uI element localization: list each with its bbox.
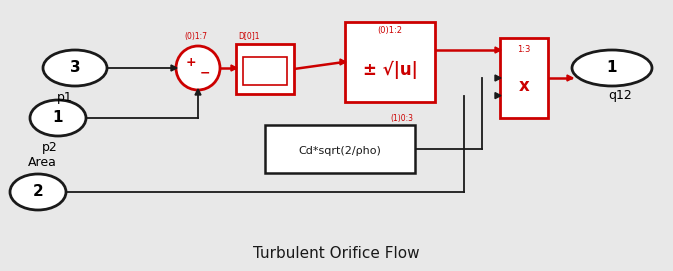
Polygon shape: [231, 65, 237, 71]
Text: 1: 1: [607, 60, 617, 76]
Text: 1:3: 1:3: [518, 46, 531, 54]
Text: −: −: [200, 66, 210, 79]
Ellipse shape: [10, 174, 66, 210]
Polygon shape: [495, 75, 501, 81]
Polygon shape: [567, 75, 573, 81]
Polygon shape: [495, 47, 501, 53]
Bar: [265, 125, 415, 173]
Bar: [345, 22, 435, 102]
Bar: [243, 57, 287, 85]
Text: (0)1:2: (0)1:2: [378, 25, 402, 34]
Text: 3: 3: [70, 60, 80, 76]
Text: (1)0:3: (1)0:3: [390, 114, 413, 123]
Polygon shape: [171, 65, 177, 71]
Text: ± √|u|: ± √|u|: [363, 61, 417, 79]
Text: q12: q12: [608, 89, 632, 102]
Text: Turbulent Orifice Flow: Turbulent Orifice Flow: [253, 246, 420, 260]
Text: x: x: [519, 77, 530, 95]
Text: p2: p2: [42, 141, 58, 154]
Text: p1: p1: [57, 92, 73, 105]
Text: 2: 2: [32, 185, 43, 199]
Circle shape: [176, 46, 220, 90]
Polygon shape: [195, 89, 201, 95]
Text: D[0]1: D[0]1: [238, 31, 260, 40]
Text: Cd*sqrt(2/ρho): Cd*sqrt(2/ρho): [299, 146, 382, 156]
Ellipse shape: [43, 50, 107, 86]
Text: +: +: [186, 56, 197, 69]
Polygon shape: [495, 93, 501, 99]
Text: 1: 1: [52, 111, 63, 125]
Ellipse shape: [30, 100, 86, 136]
Bar: [500, 38, 548, 118]
Text: (0)1:7: (0)1:7: [184, 32, 207, 41]
Bar: [236, 44, 294, 94]
Text: Area: Area: [28, 156, 57, 169]
Polygon shape: [340, 59, 346, 65]
Ellipse shape: [572, 50, 652, 86]
